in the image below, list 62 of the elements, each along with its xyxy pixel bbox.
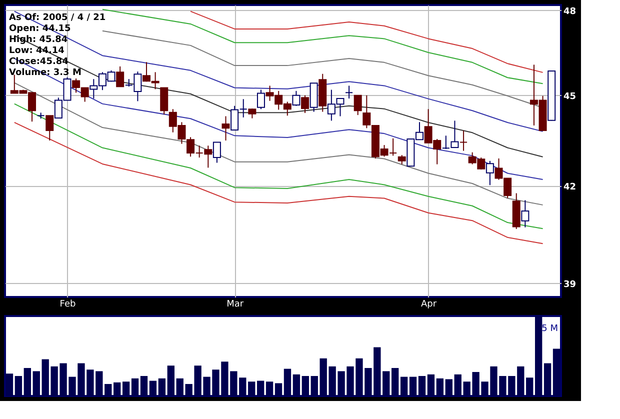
bar <box>6 374 14 396</box>
candlestick <box>116 66 124 88</box>
bar <box>256 380 264 396</box>
candlestick <box>222 116 230 141</box>
line-series <box>14 82 544 206</box>
candlestick <box>398 154 406 165</box>
bar <box>274 383 282 396</box>
bar <box>427 374 435 396</box>
y-tick-label: 42 <box>564 182 576 193</box>
candlestick <box>256 89 265 110</box>
bar <box>131 378 139 396</box>
bar <box>454 374 462 396</box>
y-tick-label: 45 <box>564 92 576 102</box>
candlestick <box>292 90 300 106</box>
bar <box>140 376 148 396</box>
bar <box>302 376 310 396</box>
bar <box>248 382 256 396</box>
candlestick <box>248 108 256 119</box>
candlestick <box>160 87 168 115</box>
bar <box>400 376 408 396</box>
candlestick <box>212 142 221 164</box>
bar <box>114 382 121 396</box>
bar <box>544 363 552 396</box>
bar <box>158 378 166 396</box>
y-tick-label: 39 <box>564 280 576 290</box>
bar <box>104 384 112 396</box>
line-series <box>14 103 544 230</box>
bar <box>292 374 300 396</box>
bar <box>409 376 417 396</box>
bar <box>534 316 542 396</box>
bar <box>392 368 399 396</box>
bar <box>32 371 40 396</box>
candlestick <box>354 94 362 116</box>
bar <box>122 382 130 396</box>
line-series <box>14 122 544 244</box>
bar <box>436 378 444 396</box>
annotation: 5 M <box>542 324 558 334</box>
bar <box>176 378 184 396</box>
y-tick-label: 48 <box>564 6 576 17</box>
bar <box>382 371 390 396</box>
bar <box>149 380 157 396</box>
bar <box>445 379 452 396</box>
candlestick <box>486 160 494 186</box>
x-tick-label: Feb <box>60 300 76 310</box>
x-tick-label: Apr <box>421 300 437 310</box>
line-series <box>190 10 544 73</box>
bar <box>167 366 174 396</box>
bar <box>24 368 32 396</box>
bar <box>14 376 22 396</box>
candlestick <box>345 85 354 100</box>
bar <box>418 376 426 396</box>
bar <box>266 382 274 396</box>
candlestick <box>46 115 54 141</box>
x-tick-label: Mar <box>226 300 244 310</box>
annotation: As Of: 2005 / 4 / 21 <box>9 13 106 23</box>
candlestick <box>521 200 530 228</box>
bar <box>310 376 318 396</box>
bar <box>284 368 292 396</box>
bar <box>552 348 560 396</box>
candlestick <box>460 130 468 152</box>
bar <box>526 378 534 396</box>
candlestick <box>301 94 310 114</box>
